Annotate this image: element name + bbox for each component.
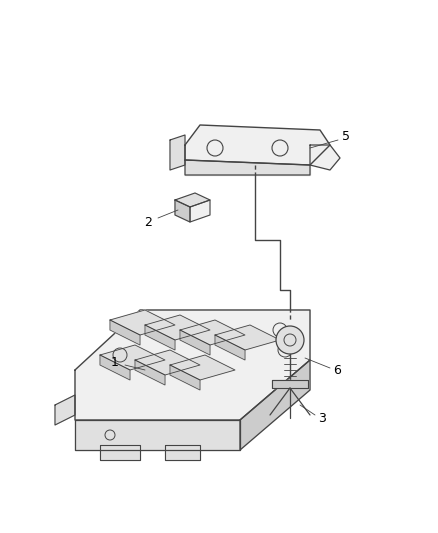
Polygon shape	[215, 335, 245, 360]
Polygon shape	[170, 365, 200, 390]
Polygon shape	[110, 310, 175, 335]
Polygon shape	[55, 395, 75, 425]
Polygon shape	[75, 310, 310, 420]
Polygon shape	[75, 420, 240, 450]
Polygon shape	[185, 125, 330, 165]
Circle shape	[276, 326, 304, 354]
Polygon shape	[272, 380, 308, 388]
Polygon shape	[100, 445, 140, 460]
Polygon shape	[100, 345, 165, 370]
Polygon shape	[135, 360, 165, 385]
Polygon shape	[215, 325, 280, 350]
Text: 3: 3	[318, 411, 326, 424]
Polygon shape	[180, 330, 210, 355]
Text: 1: 1	[111, 356, 119, 368]
Polygon shape	[310, 145, 340, 170]
Polygon shape	[145, 315, 210, 340]
Text: 5: 5	[342, 131, 350, 143]
Polygon shape	[190, 200, 210, 222]
Polygon shape	[135, 350, 200, 375]
Polygon shape	[175, 193, 210, 207]
Polygon shape	[145, 325, 175, 350]
Polygon shape	[170, 355, 235, 380]
Polygon shape	[185, 160, 310, 175]
Polygon shape	[110, 320, 140, 345]
Polygon shape	[240, 360, 310, 450]
Polygon shape	[175, 200, 190, 222]
Polygon shape	[170, 135, 185, 170]
Text: 6: 6	[333, 364, 341, 376]
Polygon shape	[165, 445, 200, 460]
Polygon shape	[100, 355, 130, 380]
Text: 2: 2	[144, 215, 152, 229]
Polygon shape	[180, 320, 245, 345]
